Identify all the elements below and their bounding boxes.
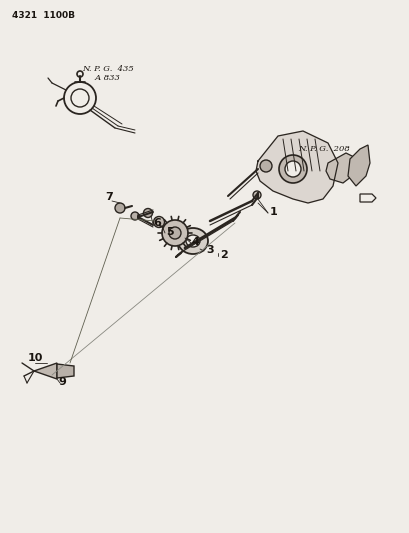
Circle shape	[284, 161, 300, 177]
Text: N. P. G.  435
     A 833: N. P. G. 435 A 833	[82, 65, 133, 82]
Ellipse shape	[186, 235, 200, 247]
Ellipse shape	[178, 228, 207, 254]
Text: 4321  1100B: 4321 1100B	[12, 11, 75, 20]
Polygon shape	[34, 363, 57, 379]
Circle shape	[153, 216, 164, 228]
Circle shape	[259, 160, 271, 172]
Polygon shape	[255, 131, 337, 203]
Polygon shape	[57, 364, 74, 378]
Text: 2: 2	[220, 250, 227, 260]
Circle shape	[131, 212, 139, 220]
Circle shape	[162, 220, 188, 246]
Text: 1: 1	[270, 207, 277, 217]
Circle shape	[278, 155, 306, 183]
Polygon shape	[359, 194, 375, 202]
Circle shape	[169, 227, 180, 239]
Text: 10: 10	[28, 353, 43, 363]
Circle shape	[252, 191, 261, 199]
Circle shape	[115, 203, 125, 213]
Text: 4: 4	[191, 237, 200, 247]
Text: 5: 5	[166, 227, 173, 237]
Text: N. P. G.  208: N. P. G. 208	[297, 145, 349, 153]
Text: 6: 6	[153, 218, 160, 228]
Polygon shape	[325, 153, 357, 183]
Text: 3: 3	[205, 245, 213, 255]
Polygon shape	[347, 145, 369, 186]
Circle shape	[143, 208, 152, 217]
Text: 7: 7	[105, 192, 112, 202]
Text: 9: 9	[58, 377, 66, 387]
